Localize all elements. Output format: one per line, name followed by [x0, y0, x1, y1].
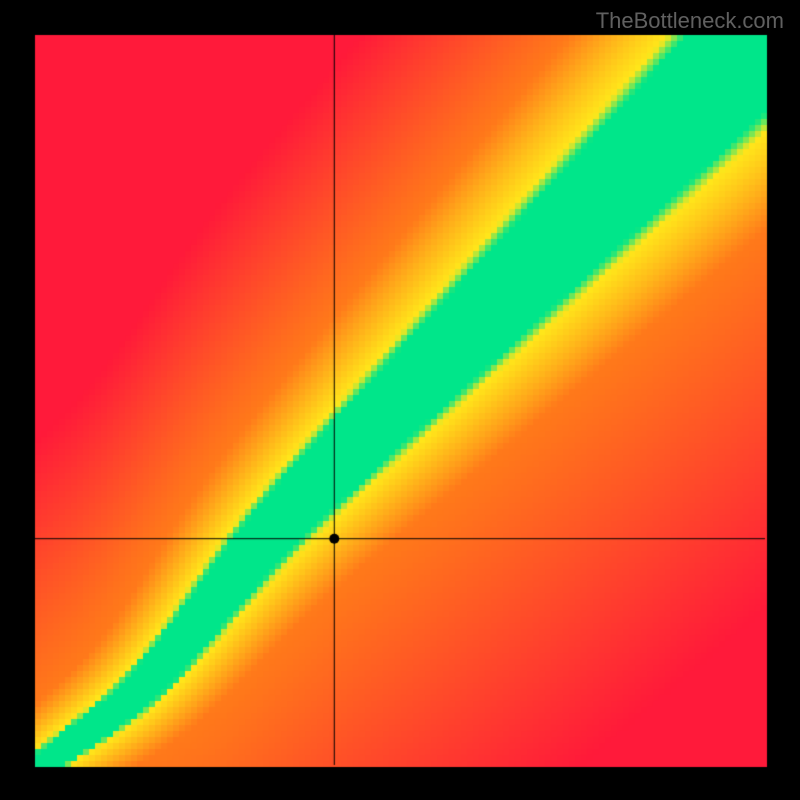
- bottleneck-heatmap: [0, 0, 800, 800]
- chart-container: TheBottleneck.com: [0, 0, 800, 800]
- watermark-text: TheBottleneck.com: [596, 8, 784, 34]
